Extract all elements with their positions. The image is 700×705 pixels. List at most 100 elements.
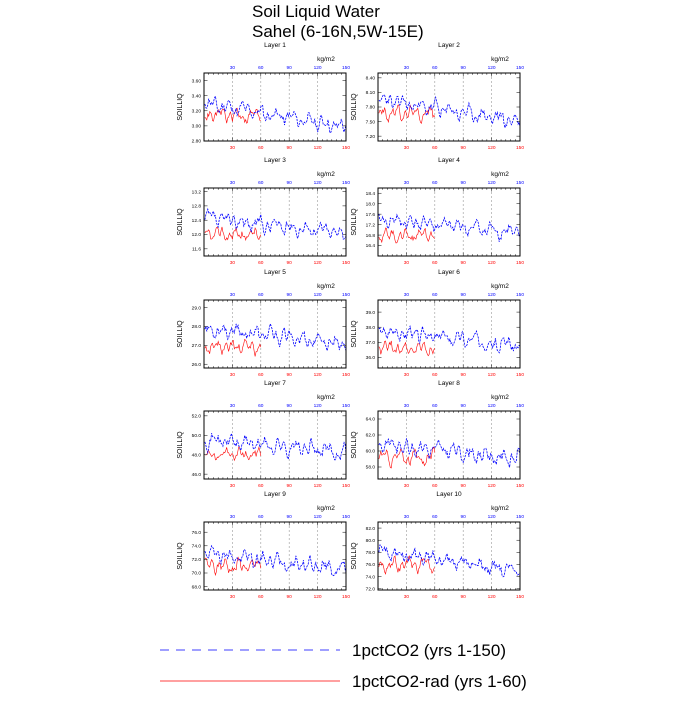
x-tick-label-top: 150 xyxy=(342,514,350,520)
y-tick-label: 58.0 xyxy=(366,465,376,471)
x-tick-label-top: 90 xyxy=(287,292,293,298)
x-tick-label-bottom: 90 xyxy=(461,594,467,600)
x-tick-label-bottom: 90 xyxy=(461,260,467,266)
x-tick-label-top: 30 xyxy=(404,514,410,520)
x-tick-label-bottom: 120 xyxy=(314,260,322,266)
x-tick-label-bottom: 30 xyxy=(230,372,236,378)
y-tick-label: 13.2 xyxy=(192,189,202,195)
y-axis-label: SOILLIQ xyxy=(177,542,184,570)
x-tick-label-bottom: 120 xyxy=(314,145,322,151)
figure-subtitle: Sahel (6-16N,5W-15E) xyxy=(252,22,424,41)
legend-label-1pctco2-rad: 1pctCO2-rad (yrs 1-60) xyxy=(352,672,527,691)
units-label: kg/m2 xyxy=(491,171,509,178)
y-tick-label: 3.60 xyxy=(192,78,202,84)
y-tick-label: 74.0 xyxy=(366,574,376,580)
y-tick-label: 72.0 xyxy=(192,557,202,563)
units-label: kg/m2 xyxy=(317,505,335,512)
x-tick-label-top: 60 xyxy=(258,403,264,409)
y-tick-label: 12.8 xyxy=(192,204,202,210)
x-tick-label-bottom: 90 xyxy=(287,594,293,600)
y-tick-label: 82.0 xyxy=(366,526,376,532)
x-tick-label-bottom: 60 xyxy=(258,594,264,600)
x-tick-label-top: 30 xyxy=(230,65,236,71)
x-tick-label-top: 30 xyxy=(230,403,236,409)
y-axis-label: SOILLIQ xyxy=(351,320,358,348)
x-tick-label-top: 90 xyxy=(287,180,293,186)
y-tick-label: 60.0 xyxy=(366,449,376,455)
x-tick-label-top: 60 xyxy=(258,180,264,186)
plot-frame xyxy=(203,72,347,142)
x-tick-label-top: 120 xyxy=(488,180,496,186)
legend: 1pctCO2 (yrs 1-150) 1pctCO2-rad (yrs 1-6… xyxy=(160,641,527,691)
y-axis-label: SOILLIQ xyxy=(351,431,358,459)
panel-layer-9: Layer 9 kg/m2 SOILLIQ 30 30 60 60 90 90 120 120 150… xyxy=(177,491,350,600)
panel-title: Layer 8 xyxy=(438,380,460,387)
units-label: kg/m2 xyxy=(317,394,335,401)
x-tick-label-top: 90 xyxy=(287,514,293,520)
x-tick-label-top: 120 xyxy=(488,65,496,71)
y-tick-label: 2.80 xyxy=(192,139,202,145)
plot-frame xyxy=(203,410,347,480)
panel-title: Layer 2 xyxy=(438,42,460,49)
figure-title: Soil Liquid Water xyxy=(252,2,380,21)
series-line-1pctco2-rad xyxy=(204,226,262,242)
y-tick-label: 62.0 xyxy=(366,433,376,439)
series-line-1pctco2 xyxy=(204,94,347,134)
y-tick-label: 80.0 xyxy=(366,538,376,544)
units-label: kg/m2 xyxy=(491,505,509,512)
x-tick-label-bottom: 120 xyxy=(488,594,496,600)
y-tick-label: 3.40 xyxy=(192,93,202,99)
x-tick-label-top: 90 xyxy=(287,403,293,409)
panel-layer-6: Layer 6 kg/m2 SOILLIQ 30 30 60 60 90 90 120 120 150… xyxy=(351,269,524,378)
x-tick-label-top: 60 xyxy=(258,292,264,298)
series-line-1pctco2 xyxy=(378,544,521,578)
y-tick-label: 28.0 xyxy=(192,324,202,330)
y-tick-label: 38.0 xyxy=(366,325,376,331)
x-tick-label-top: 30 xyxy=(404,180,410,186)
x-tick-label-bottom: 60 xyxy=(432,594,438,600)
x-tick-label-bottom: 30 xyxy=(404,594,410,600)
x-tick-label-top: 60 xyxy=(258,514,264,520)
x-tick-label-top: 90 xyxy=(461,180,467,186)
series-line-1pctco2-rad xyxy=(204,107,261,124)
plot-frame xyxy=(203,187,347,257)
y-tick-label: 11.6 xyxy=(192,247,201,253)
y-tick-label: 7.50 xyxy=(366,119,376,125)
y-axis-label: SOILLIQ xyxy=(351,93,358,121)
x-tick-label-bottom: 30 xyxy=(404,145,410,151)
panel-layer-2: Layer 2 kg/m2 SOILLIQ 30 30 60 60 90 90 120 120 150… xyxy=(351,42,524,151)
panel-title: Layer 10 xyxy=(436,491,462,498)
x-tick-label-bottom: 30 xyxy=(230,145,236,151)
y-tick-label: 68.0 xyxy=(192,584,202,590)
panel-title: Layer 1 xyxy=(264,42,286,49)
x-tick-label-bottom: 30 xyxy=(230,594,236,600)
x-tick-label-top: 90 xyxy=(461,514,467,520)
y-tick-label: 17.6 xyxy=(366,212,376,218)
x-tick-label-bottom: 90 xyxy=(461,372,467,378)
x-tick-label-top: 120 xyxy=(314,514,322,520)
units-label: kg/m2 xyxy=(491,56,509,63)
y-axis-label: SOILLIQ xyxy=(351,542,358,570)
x-tick-label-bottom: 30 xyxy=(230,483,236,489)
x-tick-label-bottom: 150 xyxy=(516,260,524,266)
y-axis-label: SOILLIQ xyxy=(351,208,358,236)
x-tick-label-top: 150 xyxy=(516,292,524,298)
x-tick-label-top: 30 xyxy=(230,514,236,520)
y-tick-label: 26.0 xyxy=(192,362,202,368)
x-tick-label-top: 120 xyxy=(314,403,322,409)
x-tick-label-bottom: 150 xyxy=(516,594,524,600)
x-tick-label-bottom: 150 xyxy=(342,594,350,600)
series-line-1pctco2-rad xyxy=(204,338,262,357)
x-tick-label-top: 60 xyxy=(432,292,438,298)
x-tick-label-top: 150 xyxy=(516,403,524,409)
x-tick-label-bottom: 90 xyxy=(287,260,293,266)
y-tick-label: 74.0 xyxy=(192,544,202,550)
x-tick-label-top: 120 xyxy=(314,292,322,298)
units-label: kg/m2 xyxy=(491,283,509,290)
panel-layer-5: Layer 5 kg/m2 SOILLIQ 30 30 60 60 90 90 120 120 150… xyxy=(177,269,350,378)
panel-title: Layer 4 xyxy=(438,157,460,164)
x-tick-label-top: 30 xyxy=(404,403,410,409)
y-tick-label: 78.0 xyxy=(366,550,376,556)
x-tick-label-bottom: 90 xyxy=(461,483,467,489)
